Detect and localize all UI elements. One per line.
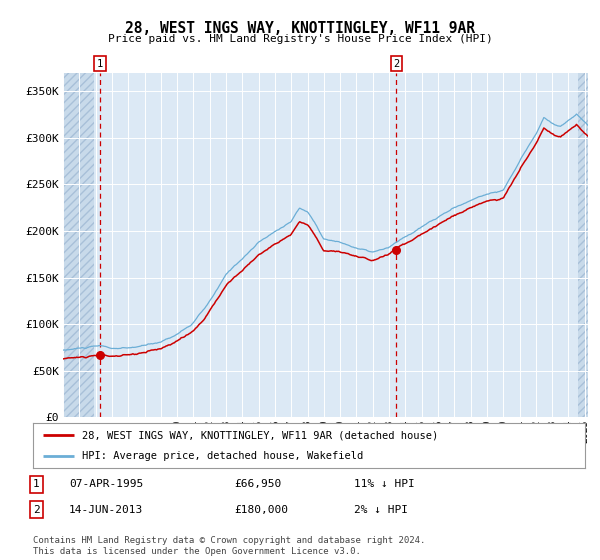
- Text: 1: 1: [97, 59, 103, 69]
- Text: 11% ↓ HPI: 11% ↓ HPI: [354, 479, 415, 489]
- Text: Price paid vs. HM Land Registry's House Price Index (HPI): Price paid vs. HM Land Registry's House …: [107, 34, 493, 44]
- Text: 14-JUN-2013: 14-JUN-2013: [69, 505, 143, 515]
- Text: Contains HM Land Registry data © Crown copyright and database right 2024.
This d: Contains HM Land Registry data © Crown c…: [33, 536, 425, 556]
- Text: 07-APR-1995: 07-APR-1995: [69, 479, 143, 489]
- Text: 1: 1: [33, 479, 40, 489]
- Text: 28, WEST INGS WAY, KNOTTINGLEY, WF11 9AR (detached house): 28, WEST INGS WAY, KNOTTINGLEY, WF11 9AR…: [82, 430, 438, 440]
- Text: 2: 2: [393, 59, 400, 69]
- Bar: [578, 73, 588, 417]
- Text: 28, WEST INGS WAY, KNOTTINGLEY, WF11 9AR: 28, WEST INGS WAY, KNOTTINGLEY, WF11 9AR: [125, 21, 475, 36]
- Text: £66,950: £66,950: [234, 479, 281, 489]
- Text: HPI: Average price, detached house, Wakefield: HPI: Average price, detached house, Wake…: [82, 451, 363, 461]
- Bar: [63, 73, 94, 417]
- Text: 2: 2: [33, 505, 40, 515]
- Text: 2% ↓ HPI: 2% ↓ HPI: [354, 505, 408, 515]
- Text: £180,000: £180,000: [234, 505, 288, 515]
